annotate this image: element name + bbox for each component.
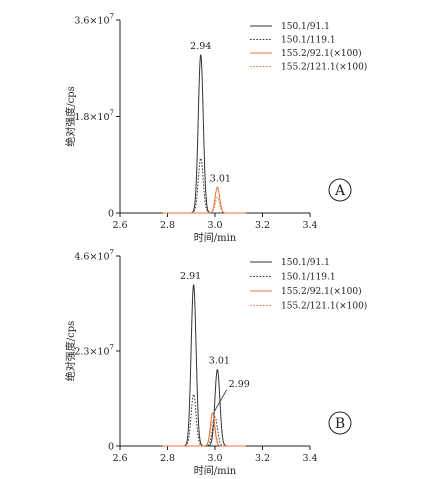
peak-label: 3.01 — [209, 356, 230, 367]
x-axis-label: 时间/min — [194, 231, 237, 244]
panel-label-circle — [328, 411, 352, 435]
legend-label: 155.2/92.1(×100) — [281, 48, 362, 59]
panel-B: 2.6 2.8 3.0 3.2 3.4 0 2.3×107 4.6×107 时间/min 绝对强度… — [64, 249, 367, 478]
peak-label: 3.01 — [210, 173, 231, 184]
legend-label: 150.1/119.1 — [281, 273, 336, 283]
x-tick-label: 3.2 — [255, 220, 270, 231]
panel-label: B — [335, 416, 345, 432]
series-line-2 — [162, 393, 246, 447]
panel-label: A — [334, 183, 346, 199]
legend: 150.1/91.1 150.1/119.1 155.2/92.1(×100) 155… — [250, 258, 367, 312]
x-axis-label: 时间/min — [194, 464, 237, 477]
x-tick-label: 3.4 — [302, 220, 317, 231]
legend-label: 155.2/121.1(×100) — [281, 62, 367, 73]
x-tick-label: 2.8 — [160, 453, 175, 464]
x-tick-label: 3.4 — [302, 453, 317, 464]
legend-label: 150.1/91.1 — [281, 258, 330, 268]
annotation-leader — [214, 389, 227, 412]
panel-A: 2.6 2.8 3.0 3.2 3.4 0 1.8×107 3.6×107 时间/min 绝对强度… — [64, 13, 367, 245]
y-tick-label: 4.6×107 — [74, 249, 114, 263]
legend-label: 155.2/121.1(×100) — [281, 301, 367, 312]
y-tick-label: 0 — [108, 442, 114, 453]
y-axis-label: 绝对强度/cps — [64, 86, 77, 147]
y-tick-label: 3.6×107 — [74, 13, 114, 27]
x-tick-label: 3.2 — [255, 453, 270, 464]
y-tick-label: 2.3×107 — [74, 344, 114, 358]
x-tick-label: 3.0 — [207, 453, 222, 464]
y-axis-label: 绝对强度/cps — [64, 321, 77, 382]
legend-label: 155.2/92.1(×100) — [281, 286, 362, 297]
peak-label: 2.94 — [190, 41, 211, 52]
series-line-4 — [162, 420, 246, 447]
series-line-1 — [162, 283, 246, 447]
x-tick-label: 2.8 — [160, 220, 175, 231]
peak-label: 2.91 — [180, 271, 201, 282]
panel-label-circle — [328, 178, 352, 202]
x-tick-label: 2.6 — [112, 453, 127, 464]
legend-label: 150.1/91.1 — [281, 22, 330, 32]
peak-label: 2.99 — [229, 379, 250, 390]
legend-label: 150.1/119.1 — [281, 36, 336, 46]
x-tick-label: 3.0 — [207, 220, 222, 231]
y-tick-label: 1.8×107 — [74, 109, 114, 123]
series-line-1 — [162, 54, 246, 214]
series-line-3 — [162, 412, 246, 447]
legend: 150.1/91.1 150.1/119.1 155.2/92.1(×100) 155… — [250, 22, 367, 73]
series-line-4 — [162, 196, 246, 214]
y-tick-label: 0 — [108, 209, 114, 220]
x-tick-label: 2.6 — [112, 220, 127, 231]
